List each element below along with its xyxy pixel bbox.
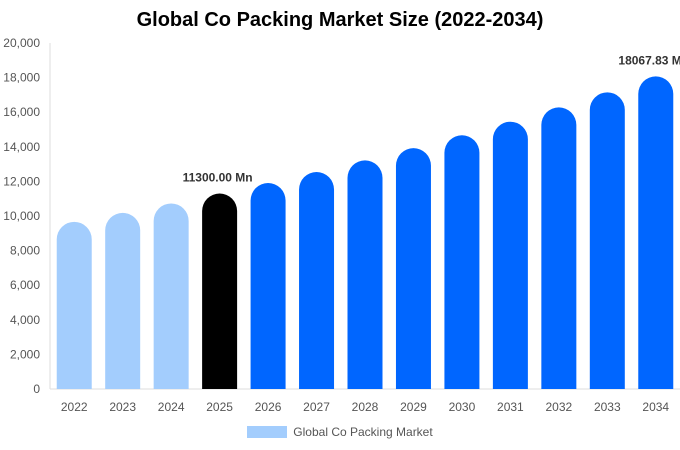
data-label: 18067.83 Mn [618, 53, 680, 67]
x-tick-label: 2023 [109, 400, 136, 414]
bar-2032 [541, 107, 577, 389]
x-tick-label: 2027 [303, 400, 330, 414]
bar-2030 [444, 135, 480, 389]
y-tick-label: 20,000 [3, 36, 40, 50]
bar-2031 [492, 121, 528, 390]
x-tick-label: 2033 [594, 400, 621, 414]
bar-2026 [250, 183, 286, 389]
y-tick-label: 18,000 [3, 71, 40, 85]
bar-2029 [395, 148, 431, 389]
y-tick-label: 6,000 [10, 278, 40, 292]
y-tick-label: 0 [33, 382, 40, 396]
x-tick-label: 2028 [352, 400, 379, 414]
bar-2025 [202, 193, 238, 389]
legend[interactable]: Global Co Packing Market [0, 425, 680, 439]
x-tick-label: 2024 [158, 400, 185, 414]
y-tick-label: 14,000 [3, 140, 40, 154]
y-tick-label: 8,000 [10, 244, 40, 258]
y-tick-label: 4,000 [10, 313, 40, 327]
legend-swatch [247, 426, 288, 438]
bar-2022 [56, 221, 92, 389]
x-tick-label: 2026 [255, 400, 282, 414]
x-tick-label: 2029 [400, 400, 427, 414]
x-tick-label: 2030 [449, 400, 476, 414]
legend-label: Global Co Packing Market [293, 425, 433, 439]
x-tick-label: 2032 [545, 400, 572, 414]
bar-2027 [299, 172, 335, 389]
x-tick-label: 2025 [206, 400, 233, 414]
chart-title: Global Co Packing Market Size (2022-2034… [136, 9, 544, 31]
bar-2033 [589, 92, 625, 389]
x-tick-label: 2022 [61, 400, 88, 414]
bar-2023 [105, 212, 141, 389]
y-tick-label: 10,000 [3, 209, 40, 223]
y-tick-label: 16,000 [3, 105, 40, 119]
bar-2024 [153, 203, 189, 389]
y-tick-label: 2,000 [10, 347, 40, 361]
bar-2034 [638, 76, 674, 389]
x-tick-label: 2034 [642, 400, 669, 414]
bar-2028 [347, 160, 383, 389]
x-tick-label: 2031 [497, 400, 524, 414]
data-label: 11300.00 Mn [183, 171, 253, 185]
y-tick-label: 12,000 [3, 174, 40, 188]
